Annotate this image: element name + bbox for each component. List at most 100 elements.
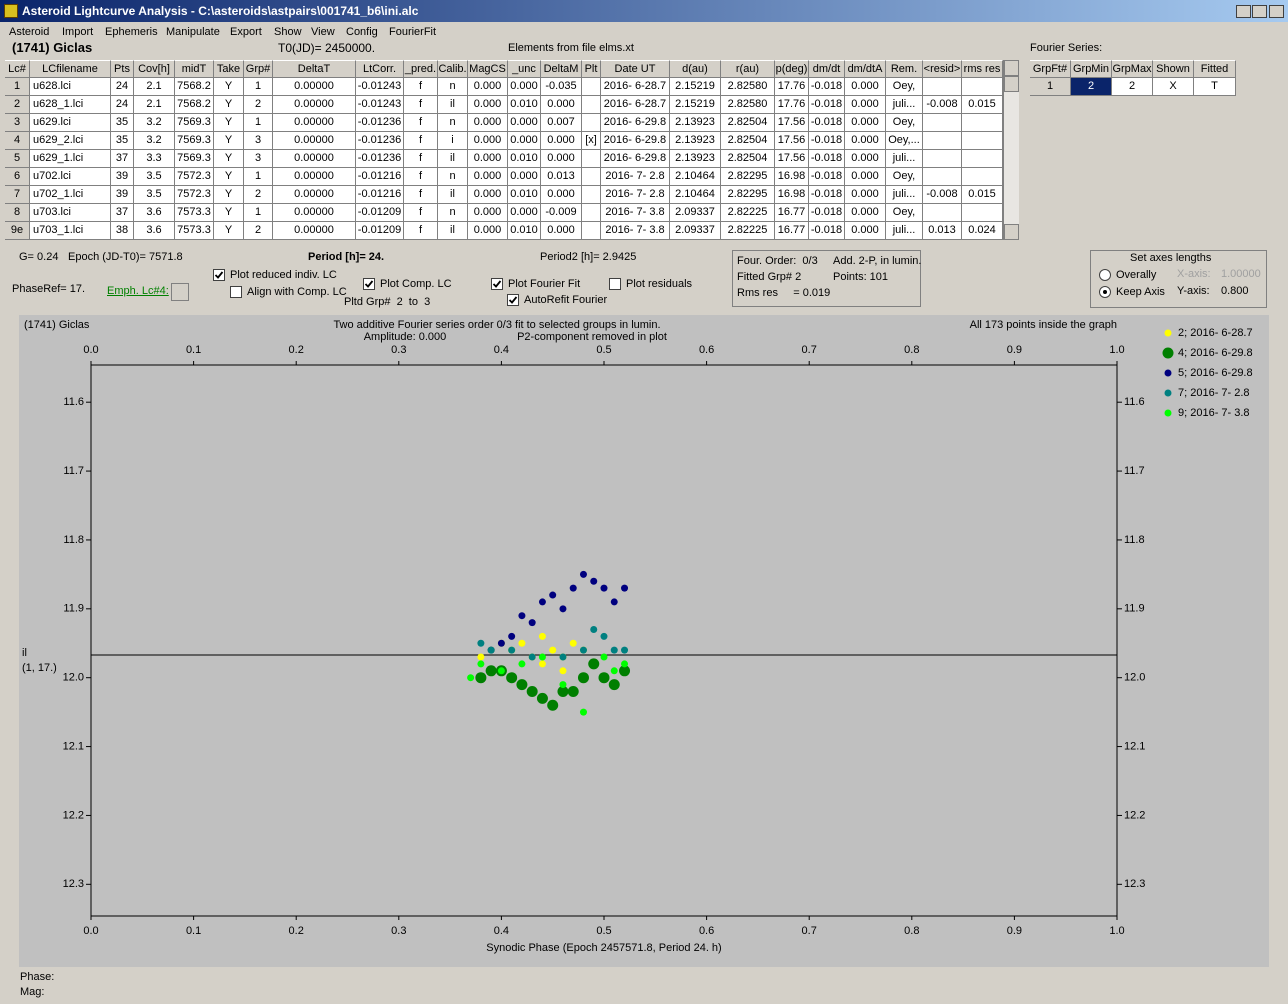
data-point [508, 632, 516, 640]
menu-item[interactable]: View [311, 26, 335, 38]
checkbox[interactable] [491, 278, 503, 290]
radio-label[interactable]: Overally [1116, 269, 1157, 281]
table-cell: 16.98 [775, 168, 809, 186]
checkbox-label[interactable]: Plot residuals [626, 278, 693, 290]
checkbox-label[interactable]: Plot reduced indiv. LC [230, 269, 337, 281]
table-cell: 16.98 [775, 186, 809, 204]
menu-item[interactable]: Ephemeris [105, 26, 158, 38]
data-point [621, 660, 629, 668]
checkbox[interactable] [230, 286, 242, 298]
table-cell: Y [214, 132, 244, 150]
table-cell: u703.lci [30, 204, 111, 222]
checkbox[interactable] [363, 278, 375, 290]
table-cell: -0.018 [809, 204, 845, 222]
table-cell: -0.018 [809, 186, 845, 204]
radio-label[interactable]: Keep Axis [1116, 286, 1165, 298]
fourier-cell[interactable]: 2 [1071, 78, 1112, 96]
table-scrollbar[interactable] [1003, 60, 1019, 240]
table-cell [962, 78, 1003, 96]
menu-item[interactable]: Export [230, 26, 262, 38]
scroll-thumb[interactable] [1004, 76, 1019, 92]
spin-button[interactable] [171, 283, 189, 301]
restore-button[interactable] [1252, 5, 1267, 18]
menu-item[interactable]: Asteroid [9, 26, 50, 38]
table-cell: 24 [111, 96, 134, 114]
table-cell: il [438, 96, 468, 114]
x-tick-label: 0.2 [289, 925, 304, 937]
data-point [467, 674, 475, 682]
y-tick-label: 11.9 [63, 603, 84, 615]
fourier-column-header: Fitted [1194, 60, 1236, 78]
table-cell: 2.13923 [670, 150, 721, 168]
x-tick-label: 1.0 [1109, 925, 1124, 937]
y-tick-label: 11.6 [1124, 396, 1145, 408]
fourier-cell[interactable]: T [1194, 78, 1236, 96]
table-cell: 0.010 [508, 186, 541, 204]
row-header: 3 [5, 114, 30, 132]
title-bar [0, 0, 1288, 22]
column-header: LtCorr. [356, 60, 404, 78]
table-cell[interactable] [582, 78, 601, 96]
table-cell[interactable] [582, 114, 601, 132]
emph-link[interactable]: Emph. Lc#4: [107, 285, 169, 297]
table-cell: 3 [244, 132, 273, 150]
checkbox-label[interactable]: Plot Comp. LC [380, 278, 452, 290]
data-point [608, 679, 620, 691]
table-cell: 2.15219 [670, 96, 721, 114]
menu-item[interactable]: Manipulate [166, 26, 220, 38]
table-cell[interactable] [582, 168, 601, 186]
table-cell[interactable]: [x] [582, 132, 601, 150]
table-cell: 0.000 [468, 150, 508, 168]
table-cell: 2.15219 [670, 78, 721, 96]
data-point [600, 632, 608, 640]
close-button[interactable] [1269, 5, 1284, 18]
fourier-column-header: Shown [1153, 60, 1194, 78]
radio[interactable] [1099, 286, 1111, 298]
menu-item[interactable]: Show [274, 26, 302, 38]
table-cell [923, 150, 962, 168]
x-tick-label: 0.4 [494, 344, 509, 356]
table-cell[interactable] [582, 186, 601, 204]
table-cell: 2.82295 [721, 168, 775, 186]
checkbox-label[interactable]: AutoRefit Fourier [524, 294, 608, 306]
table-cell: 0.000 [468, 168, 508, 186]
table-cell: 37 [111, 150, 134, 168]
menu-item[interactable]: FourierFit [389, 26, 437, 38]
column-header: Rem. [886, 60, 923, 78]
column-header: Calib. [438, 60, 468, 78]
scroll-down[interactable] [1004, 224, 1019, 240]
x-axis-label: X-axis: [1177, 268, 1211, 280]
y-tick-label: 11.8 [1124, 534, 1145, 546]
table-cell[interactable] [582, 150, 601, 168]
checkbox-label[interactable]: Align with Comp. LC [247, 286, 347, 298]
table-cell[interactable] [582, 96, 601, 114]
table-cell: -0.018 [809, 168, 845, 186]
row-header: 1 [5, 78, 30, 96]
table-cell[interactable] [582, 204, 601, 222]
fourier-cell[interactable]: 1 [1030, 78, 1071, 96]
radio[interactable] [1099, 269, 1111, 281]
table-cell: u703_1.lci [30, 222, 111, 240]
table-cell: 3.2 [134, 132, 175, 150]
scroll-up[interactable] [1004, 60, 1019, 76]
y-tick-label: 11.9 [1124, 603, 1145, 615]
checkbox[interactable] [507, 294, 519, 306]
minimize-button[interactable] [1236, 5, 1251, 18]
table-cell[interactable] [582, 222, 601, 240]
table-cell: 0.000 [468, 186, 508, 204]
checkbox[interactable] [609, 278, 621, 290]
table-cell: Y [214, 168, 244, 186]
data-point [610, 667, 618, 675]
fourier-cell[interactable]: 2 [1112, 78, 1153, 96]
checkbox[interactable] [213, 269, 225, 281]
legend-label: 9; 2016- 7- 3.8 [1178, 407, 1250, 419]
table-cell: Y [214, 96, 244, 114]
menu-item[interactable]: Config [346, 26, 378, 38]
table-cell: -0.01243 [356, 78, 404, 96]
checkbox-label[interactable]: Plot Fourier Fit [508, 278, 581, 290]
menu-item[interactable]: Import [62, 26, 94, 38]
x-tick-label: 1.0 [1109, 344, 1124, 356]
table-cell: n [438, 204, 468, 222]
table-cell: juli... [886, 96, 923, 114]
fourier-cell[interactable]: X [1153, 78, 1194, 96]
